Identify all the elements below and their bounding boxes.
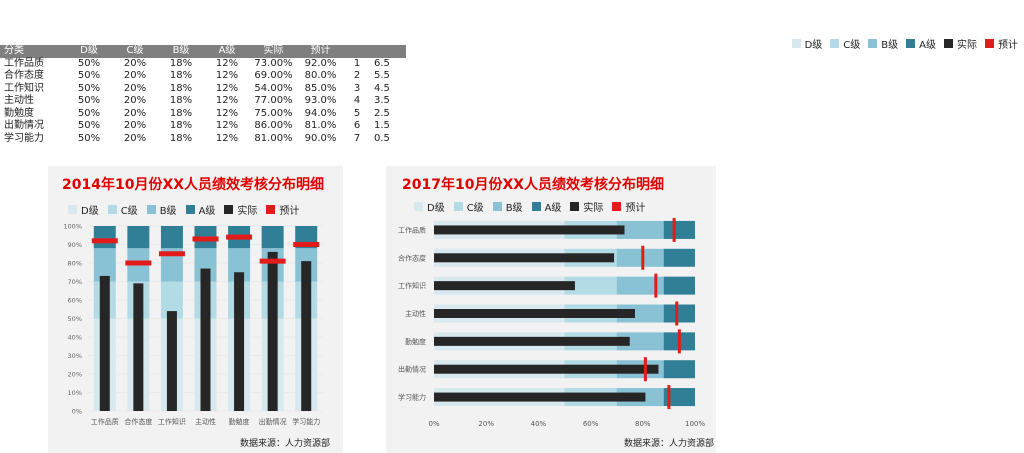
band-segment-b [617, 249, 664, 267]
band-segment-a [664, 277, 695, 295]
band-segment-a [262, 226, 284, 248]
actual-bar [301, 261, 311, 411]
y-tick-label: 30% [68, 352, 82, 360]
x-tick-label: 出勤情况 [259, 417, 287, 426]
x-tick-label: 20% [478, 420, 494, 428]
x-tick-label: 60% [583, 420, 599, 428]
y-tick-label: 20% [68, 371, 82, 379]
actual-bar [167, 311, 177, 411]
y-tick-label: 工作知识 [398, 281, 426, 290]
x-tick-label: 工作知识 [158, 417, 186, 426]
x-tick-label: 100% [685, 420, 705, 428]
actual-bar [268, 252, 278, 411]
band-segment-a [664, 305, 695, 323]
actual-bar [434, 225, 625, 234]
y-tick-label: 40% [68, 334, 82, 342]
plan-marker [673, 218, 676, 242]
actual-bar [434, 337, 630, 346]
actual-bar [434, 365, 658, 374]
plan-marker [644, 357, 647, 381]
x-tick-label: 合作态度 [124, 417, 152, 426]
y-tick-label: 主动性 [405, 309, 426, 318]
plan-marker [260, 259, 286, 264]
y-tick-label: 50% [68, 315, 82, 323]
x-tick-label: 40% [531, 420, 547, 428]
actual-bar [434, 393, 645, 402]
plan-marker [92, 238, 118, 243]
x-tick-label: 0% [428, 420, 439, 428]
x-tick-label: 工作品质 [91, 417, 119, 426]
actual-bar [133, 283, 143, 411]
actual-bar [234, 272, 244, 411]
y-tick-label: 90% [68, 241, 82, 249]
actual-bar [434, 281, 575, 290]
actual-bar [434, 309, 635, 318]
y-tick-label: 工作品质 [398, 225, 426, 234]
y-tick-label: 10% [68, 389, 82, 397]
x-tick-label: 勤勉度 [229, 417, 250, 426]
y-tick-label: 0% [72, 408, 82, 416]
plan-marker [193, 236, 219, 241]
y-tick-label: 100% [63, 223, 82, 231]
y-tick-label: 合作态度 [398, 253, 426, 262]
plan-marker [641, 246, 644, 270]
band-segment-a [127, 226, 149, 248]
y-tick-label: 70% [68, 278, 82, 286]
actual-bar [100, 276, 110, 411]
plan-marker [226, 235, 252, 240]
band-segment-a [664, 249, 695, 267]
y-tick-label: 勤勉度 [405, 337, 426, 346]
band-segment-a [664, 221, 695, 239]
band-segment-a [664, 360, 695, 378]
y-tick-label: 80% [68, 260, 82, 268]
plan-marker [678, 329, 681, 353]
actual-bar [201, 269, 211, 411]
plan-marker [293, 242, 319, 247]
actual-bar [434, 253, 614, 262]
plan-marker [159, 251, 185, 256]
x-tick-label: 学习能力 [292, 417, 320, 426]
y-tick-label: 出勤情况 [398, 365, 426, 374]
x-tick-label: 主动性 [195, 417, 216, 426]
plan-marker [667, 385, 670, 409]
y-tick-label: 学习能力 [398, 393, 426, 402]
band-segment-a [94, 226, 116, 248]
plan-marker [654, 274, 657, 298]
plan-marker [125, 261, 151, 266]
y-tick-label: 60% [68, 297, 82, 305]
band-segment-a [161, 226, 183, 248]
plan-marker [675, 302, 678, 326]
x-tick-label: 80% [635, 420, 651, 428]
